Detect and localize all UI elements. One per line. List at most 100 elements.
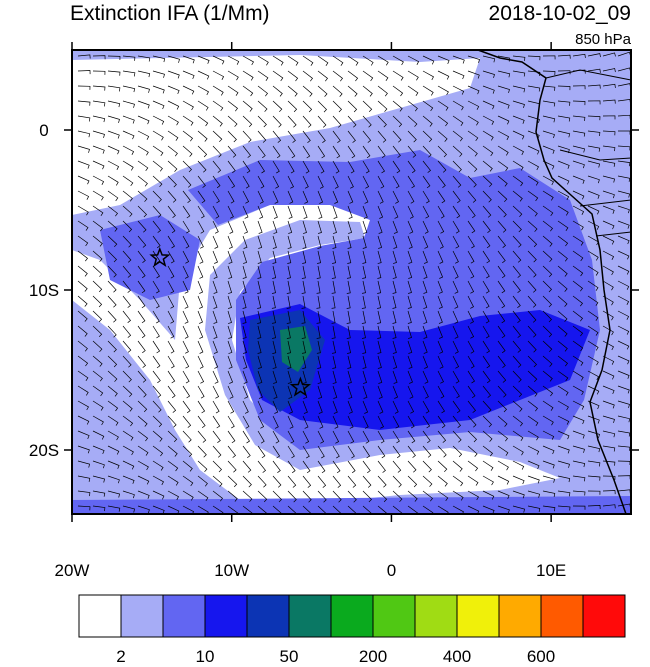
- wind-barb: [407, 160, 416, 174]
- wind-barb: [137, 115, 150, 125]
- wind-barb: [572, 370, 584, 381]
- wind-barb: [527, 505, 541, 512]
- wind-barb: [497, 205, 507, 218]
- wind-barb: [557, 205, 569, 216]
- wind-barb: [527, 310, 537, 323]
- wind-barb: [122, 55, 136, 61]
- wind-barb: [331, 310, 336, 324]
- wind-barb: [377, 415, 384, 429]
- wind-barb: [497, 370, 507, 383]
- wind-barb: [542, 220, 553, 232]
- wind-barb: [392, 490, 403, 503]
- wind-barb: [167, 400, 177, 413]
- wind-barb: [557, 445, 570, 454]
- wind-barb: [422, 205, 430, 219]
- wind-barb: [302, 415, 309, 429]
- wind-barb: [257, 400, 264, 414]
- wind-barb: [542, 310, 552, 323]
- wind-barb: [287, 355, 292, 369]
- wind-barb: [227, 370, 234, 384]
- wind-barb: [332, 505, 343, 514]
- wind-barb: [482, 385, 491, 398]
- wind-barb: [527, 475, 540, 484]
- wind-barb: [77, 235, 89, 247]
- wind-barb: [361, 295, 366, 309]
- colorbar-box: [78, 594, 122, 638]
- wind-barb: [437, 265, 444, 279]
- wind-barb: [212, 310, 218, 324]
- wind-barb: [272, 355, 277, 369]
- wind-barb: [242, 100, 253, 112]
- wind-barb: [302, 235, 307, 249]
- wind-barb: [347, 85, 358, 97]
- wind-barb: [197, 130, 208, 142]
- wind-barb: [167, 445, 178, 457]
- wind-barb: [287, 400, 293, 414]
- wind-barb: [242, 190, 250, 204]
- wind-barb: [602, 250, 615, 260]
- wind-barb: [422, 55, 435, 65]
- wind-barb: [347, 220, 353, 234]
- wind-barb: [542, 100, 556, 107]
- wind-barb: [512, 490, 525, 499]
- wind-barb: [167, 70, 180, 79]
- wind-barb: [437, 340, 444, 354]
- wind-barb: [422, 490, 433, 502]
- wind-barb: [122, 175, 134, 187]
- wind-barb: [572, 295, 583, 307]
- wind-barb: [377, 295, 382, 309]
- wind-barb: [182, 235, 190, 249]
- wind-barb: [227, 460, 237, 473]
- wind-barb: [437, 310, 443, 324]
- wind-barb: [77, 370, 89, 381]
- wind-barb: [287, 205, 293, 219]
- wind-barb: [167, 175, 177, 188]
- wind-barb: [482, 235, 491, 249]
- wind-barb: [302, 430, 310, 444]
- wind-barb: [332, 130, 341, 143]
- wind-barb: [92, 340, 103, 353]
- wind-barb: [302, 370, 307, 384]
- wind-barb: [497, 220, 507, 233]
- wind-barb: [377, 250, 382, 264]
- wind-barb: [437, 355, 444, 369]
- wind-barb: [182, 370, 190, 384]
- wind-barb: [542, 490, 556, 497]
- wind-barb: [92, 295, 103, 308]
- wind-barb: [572, 430, 585, 439]
- wind-barb: [572, 280, 583, 292]
- wind-barb: [182, 70, 195, 80]
- wind-barb: [482, 130, 494, 141]
- wind-barb: [302, 355, 307, 369]
- wind-barb: [227, 115, 238, 127]
- wind-barb: [361, 310, 366, 324]
- wind-barb: [452, 475, 464, 487]
- wind-barb: [452, 55, 465, 64]
- wind-barb: [167, 100, 180, 110]
- wind-barb: [152, 400, 162, 413]
- wind-barb: [572, 53, 586, 58]
- wind-barb: [272, 235, 277, 249]
- wind-barb: [302, 205, 308, 219]
- wind-barb: [107, 175, 119, 186]
- wind-barb: [392, 400, 399, 414]
- wind-barb: [377, 115, 387, 128]
- wind-barb: [377, 490, 388, 503]
- wind-barb: [332, 475, 342, 488]
- wind-barb: [227, 340, 233, 354]
- wind-barb: [377, 205, 384, 219]
- wind-barb: [122, 385, 133, 398]
- wind-barb: [167, 460, 179, 472]
- wind-barb: [422, 130, 433, 143]
- wind-barb: [122, 100, 135, 108]
- wind-barb: [482, 310, 490, 324]
- wind-barb: [287, 55, 299, 66]
- wind-barb: [407, 340, 413, 354]
- wind-barb: [257, 235, 263, 249]
- wind-barb: [302, 190, 309, 204]
- wind-barb: [482, 415, 492, 428]
- wind-barb: [437, 505, 449, 514]
- wind-barb: [331, 340, 336, 354]
- wind-barb: [587, 445, 601, 453]
- wind-barb: [617, 340, 630, 350]
